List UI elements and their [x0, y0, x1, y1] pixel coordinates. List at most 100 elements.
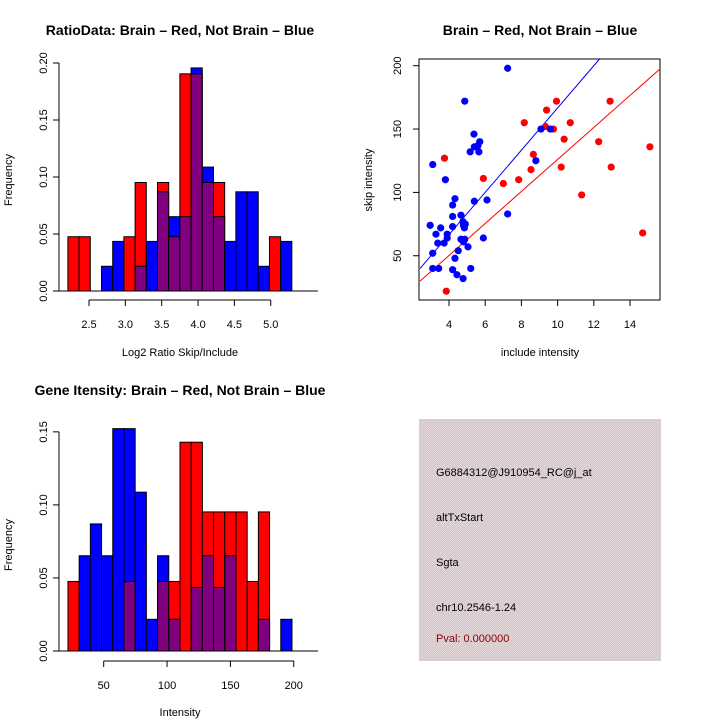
x-tick-label: 100 [158, 680, 176, 692]
not-brain-point [483, 196, 491, 204]
scatter-xlabel: include intensity [501, 347, 580, 359]
location-text: chr10.2546-1.24 [436, 602, 516, 614]
not-brain-point [437, 224, 445, 232]
brain-bar [268, 236, 282, 292]
not-brain-point [434, 239, 442, 247]
x-tick-label: 4.5 [227, 319, 242, 331]
not-brain-point [459, 238, 468, 246]
not-brain-point [457, 211, 465, 219]
brain-point [560, 135, 568, 143]
not-brain-point [429, 264, 437, 273]
gene-name-text: Sgta [436, 557, 460, 569]
x-tick-label: 150 [221, 680, 239, 692]
probe-id-text: G6884312@J910954_RC@j_at [436, 467, 592, 479]
not-brain-point [467, 264, 475, 273]
not-brain-point [429, 160, 437, 169]
overlap-bar [213, 586, 226, 652]
not-brain-point [476, 138, 484, 146]
x-tick-label: 10 [551, 319, 563, 331]
not-brain-point [504, 210, 512, 218]
brain-point [646, 143, 654, 151]
not-brain-bar [246, 191, 259, 292]
not-brain-point [479, 234, 487, 242]
x-tick-label: 50 [98, 680, 110, 692]
overlap-bar [212, 216, 226, 292]
brain-point [607, 163, 615, 171]
not-brain-point [451, 195, 459, 203]
brain-point [442, 287, 450, 295]
not-brain-point [532, 157, 540, 165]
overlap-bar [224, 555, 237, 652]
overlap-bar [257, 618, 271, 652]
not-brain-bar [257, 265, 270, 292]
not-brain-point [449, 223, 457, 231]
event-type-text: altTxStart [436, 512, 483, 524]
not-brain-point [441, 176, 449, 184]
brain-point [552, 97, 561, 105]
brain-point [557, 163, 565, 171]
not-brain-point [453, 271, 461, 279]
not-brain-point [470, 197, 478, 205]
not-brain-point [464, 243, 472, 251]
not-brain-point [461, 97, 469, 105]
not-brain-point [537, 125, 545, 133]
y-tick-label: 200 [392, 57, 404, 75]
info-panel: G6884312@J910954_RC@j_at altTxStart Sgta… [419, 419, 661, 661]
not-brain-bar [145, 240, 158, 292]
x-tick-label: 8 [518, 319, 524, 331]
not-brain-bar [145, 618, 159, 652]
brain-point [566, 119, 574, 127]
x-tick-label: 4 [446, 319, 452, 331]
gene-intensity-ylabel: Frequency [3, 519, 15, 571]
not-brain-bar [78, 555, 91, 652]
brain-bar [78, 236, 91, 292]
y-tick-label: 0.00 [38, 280, 50, 301]
scatter-plot-frame [418, 58, 661, 301]
x-tick-label: 2.5 [81, 319, 96, 331]
pval-text: Pval: 0.000000 [436, 633, 509, 645]
y-tick-label: 0.10 [38, 166, 50, 187]
not-brain-point [546, 125, 554, 133]
not-brain-point [475, 148, 483, 156]
overlap-bar [156, 191, 170, 292]
not-brain-point [470, 130, 478, 138]
x-tick-label: 6 [482, 319, 488, 331]
not-brain-point [466, 148, 474, 156]
x-tick-label: 12 [588, 319, 600, 331]
not-brain-bar [224, 240, 237, 292]
x-tick-label: 3.0 [118, 319, 133, 331]
y-tick-label: 100 [392, 183, 404, 201]
gene-intensity-xlabel: Intensity [160, 707, 201, 719]
gene-intensity-axes: 0.00 0.05 0.10 0.15 50 100 150 200 [38, 421, 303, 692]
ratio-histogram-bars [57, 67, 318, 292]
y-tick-label: 0.20 [38, 52, 50, 73]
ratio-histogram-axes: 0.00 0.05 0.10 0.15 0.20 2.5 3.0 3.5 4.0 4.5 5.0 [38, 52, 278, 331]
overlap-bar [168, 618, 181, 652]
brain-bar [123, 236, 136, 292]
not-brain-point [426, 221, 434, 229]
not-brain-bar [112, 428, 125, 652]
brain-point [499, 179, 507, 188]
brain-point [520, 119, 528, 127]
not-brain-point [432, 230, 440, 238]
gene-intensity-histogram-panel: Gene Itensity: Brain – Red, Not Brain – … [3, 382, 326, 719]
brain-point [606, 97, 614, 105]
brain-point [529, 150, 537, 158]
ratio-histogram-ylabel: Frequency [3, 154, 15, 206]
brain-point [527, 165, 535, 174]
x-tick-label: 5.0 [263, 319, 278, 331]
not-brain-point [440, 239, 448, 247]
x-tick-label: 14 [624, 319, 636, 331]
intensity-scatter-panel: Brain – Red, Not Brain – Blue include in… [363, 22, 661, 359]
not-brain-bar [89, 523, 103, 652]
brain-point [595, 138, 603, 146]
not-brain-bar [280, 240, 293, 292]
y-tick-label: 50 [392, 250, 404, 262]
gene-intensity-title: Gene Itensity: Brain – Red, Not Brain – … [35, 382, 326, 398]
y-tick-label: 150 [392, 120, 404, 138]
not-brain-point [429, 249, 437, 257]
ratio-histogram-panel: RatioData: Brain – Red, Not Brain – Blue… [3, 22, 318, 359]
not-brain-point [449, 266, 457, 274]
ratio-histogram-title: RatioData: Brain – Red, Not Brain – Blue [46, 22, 315, 38]
not-brain-bar [101, 555, 114, 652]
